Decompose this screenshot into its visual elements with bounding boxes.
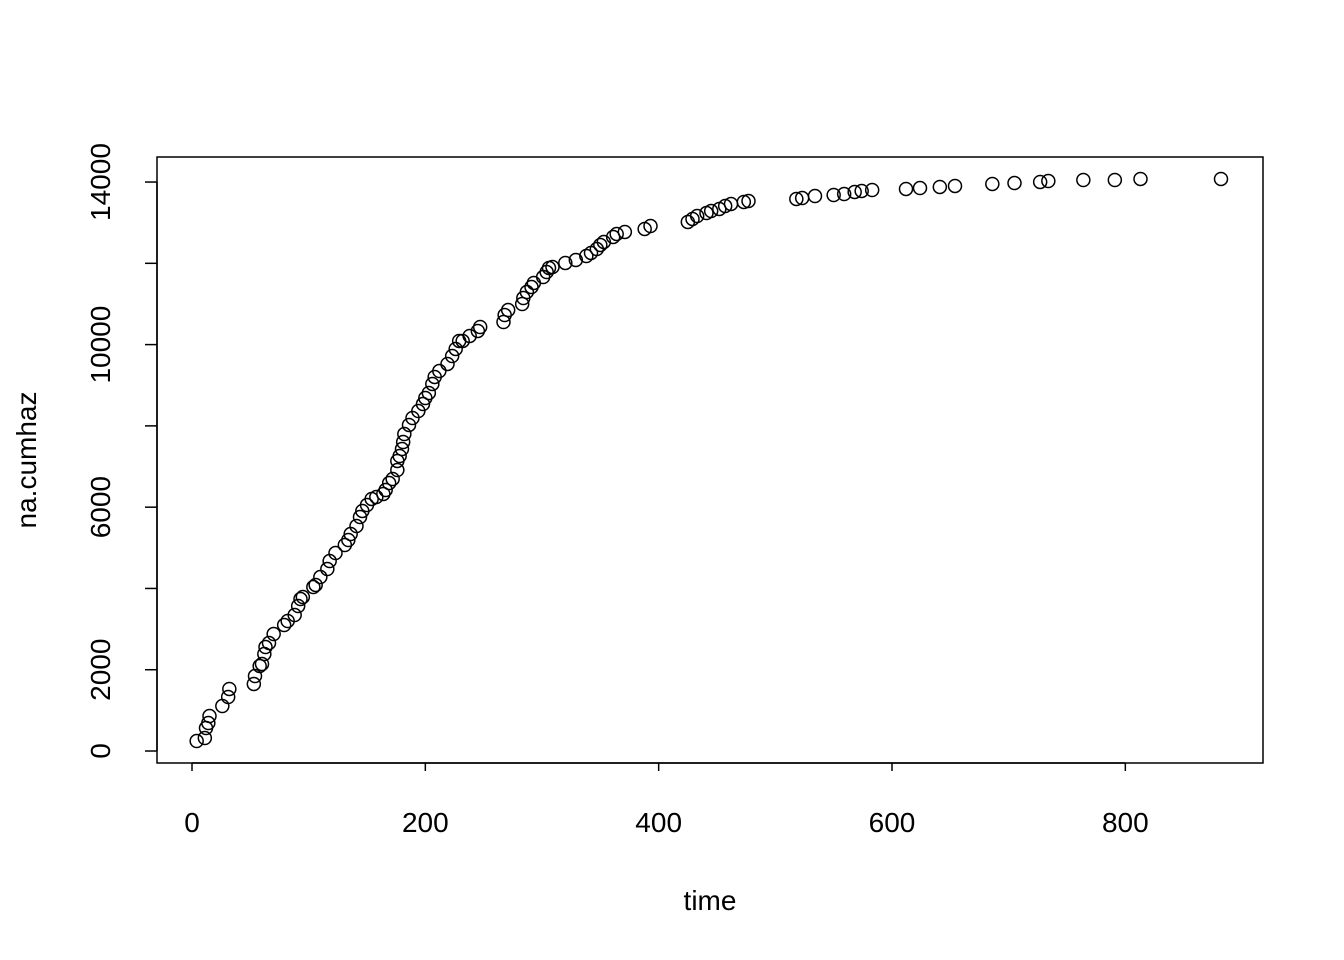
point: [276, 617, 292, 633]
point: [703, 203, 719, 219]
point: [394, 441, 410, 457]
point: [985, 176, 1000, 192]
point: [202, 708, 217, 724]
point: [1213, 171, 1229, 187]
point: [395, 434, 411, 450]
point: [1032, 174, 1048, 190]
point: [381, 475, 397, 491]
point: [197, 730, 213, 746]
point: [222, 681, 237, 697]
point: [444, 348, 460, 364]
plot-box: [156, 156, 1264, 764]
point: [836, 186, 852, 202]
point: [246, 676, 262, 692]
point: [352, 509, 368, 525]
point: [500, 302, 516, 318]
point: [519, 284, 535, 300]
point: [898, 181, 914, 197]
point: [864, 182, 880, 198]
point: [526, 275, 542, 291]
point: [369, 489, 384, 505]
point: [807, 188, 823, 204]
point: [596, 234, 612, 250]
point: [568, 252, 584, 268]
point: [593, 237, 608, 253]
y-tick-label: 6000: [85, 476, 116, 538]
point: [189, 733, 204, 749]
point: [401, 417, 417, 433]
point: [643, 218, 658, 234]
point: [717, 198, 733, 214]
point: [266, 626, 281, 642]
point: [421, 385, 437, 401]
point: [1133, 171, 1148, 187]
y-tick-label: 14000: [85, 143, 116, 221]
point: [912, 180, 928, 196]
point: [462, 328, 477, 344]
x-tick-label: 0: [184, 807, 200, 838]
point: [290, 598, 306, 614]
point: [472, 319, 488, 335]
point: [854, 183, 869, 199]
point: [328, 545, 343, 561]
point: [689, 208, 705, 224]
point: [390, 462, 405, 478]
x-tick-label: 600: [869, 807, 916, 838]
point: [947, 178, 963, 194]
y-tick-label: 2000: [85, 639, 116, 701]
point: [258, 639, 273, 655]
point: [826, 187, 841, 203]
point: [617, 224, 633, 240]
point: [261, 635, 277, 651]
x-axis-label: time: [684, 885, 737, 916]
point: [293, 591, 308, 607]
y-axis-label: na.cumhaz: [11, 392, 42, 529]
point: [306, 579, 321, 595]
point: [440, 356, 455, 372]
point: [254, 656, 270, 672]
point: [680, 214, 696, 230]
y-tick-label: 10000: [85, 306, 116, 384]
point: [609, 226, 624, 242]
point: [201, 715, 216, 731]
x-tick-label: 800: [1102, 807, 1149, 838]
point: [415, 396, 431, 412]
point: [1076, 172, 1091, 188]
point: [392, 448, 407, 464]
point: [741, 193, 756, 209]
point: [397, 426, 412, 442]
point: [220, 689, 236, 705]
point: [1107, 172, 1123, 188]
x-tick-label: 200: [402, 807, 449, 838]
point: [215, 698, 230, 714]
point: [558, 255, 573, 271]
point: [685, 211, 700, 227]
point: [287, 607, 302, 623]
point: [341, 532, 356, 548]
point: [789, 191, 804, 207]
point: [320, 561, 335, 577]
point: [378, 482, 393, 498]
point: [1041, 173, 1056, 189]
x-tick-label: 400: [635, 807, 682, 838]
point: [932, 179, 948, 195]
point: [349, 518, 364, 534]
point: [295, 589, 311, 605]
y-tick-label: 0: [85, 743, 116, 759]
point: [385, 471, 400, 487]
point: [847, 184, 862, 200]
point: [545, 259, 560, 275]
point: [425, 376, 440, 392]
point: [1007, 175, 1022, 191]
point: [308, 577, 323, 593]
